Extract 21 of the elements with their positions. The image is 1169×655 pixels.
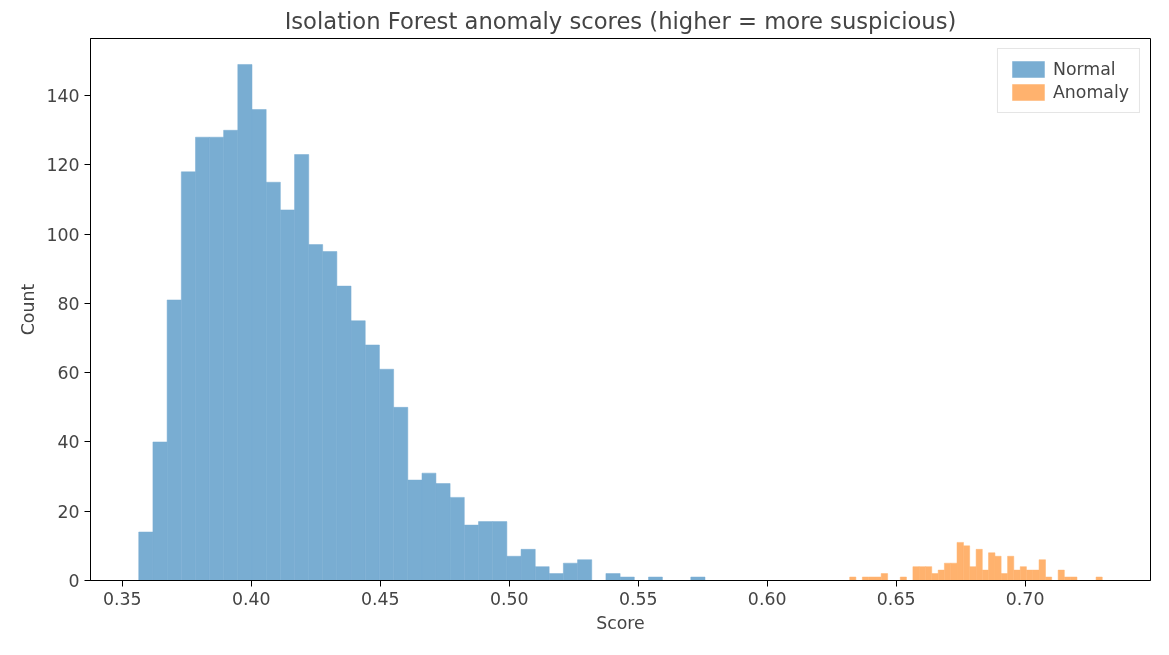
- x-tick-label: 0.45: [360, 588, 400, 609]
- x-tick-label: 0.65: [876, 588, 916, 609]
- x-tick-label: 0.40: [231, 588, 271, 609]
- chart-title: Isolation Forest anomaly scores (higher = more suspicious): [284, 7, 957, 34]
- y-tick-label: 0: [68, 571, 80, 591]
- x-tick-label: 0.55: [618, 588, 658, 609]
- x-tick-label: 0.35: [102, 588, 142, 609]
- y-tick-label: 140: [46, 86, 80, 107]
- x-tick-label: 0.60: [747, 588, 787, 609]
- y-tick-label: 100: [46, 224, 80, 245]
- legend-label: Normal: [1052, 59, 1116, 79]
- y-tick-label: 40: [57, 432, 80, 453]
- legend-label: Anomaly: [1052, 82, 1129, 102]
- y-tick-label: 120: [46, 155, 80, 176]
- x-axis-title: Score: [596, 612, 645, 633]
- y-tick-label: 80: [57, 293, 80, 314]
- y-axis-title: Count: [18, 283, 39, 336]
- y-tick-label: 60: [57, 363, 80, 384]
- y-tick-label: 20: [57, 501, 80, 522]
- x-tick-label: 0.50: [489, 588, 529, 609]
- x-tick-label: 0.70: [1005, 588, 1045, 609]
